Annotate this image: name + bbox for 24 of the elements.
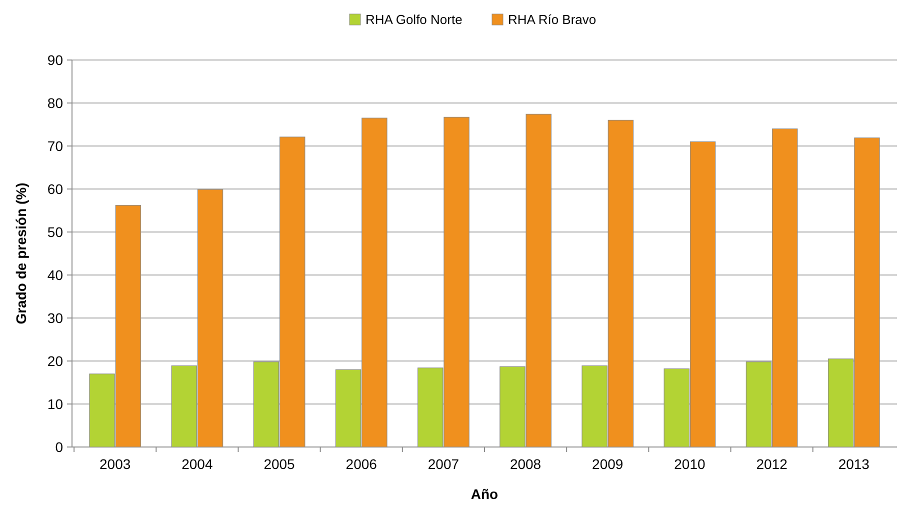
- y-tick-label: 10: [47, 396, 64, 412]
- y-tick-label: 70: [47, 138, 64, 154]
- y-tick-label: 40: [47, 266, 64, 283]
- legend-label: RHA Río Bravo: [508, 12, 596, 27]
- x-tick-label: 2003: [100, 456, 131, 472]
- y-tick-label: 50: [47, 224, 64, 240]
- y-tick-label: 0: [55, 438, 64, 455]
- y-tick-label: 80: [47, 94, 64, 111]
- x-tick-label: 2010: [674, 456, 706, 472]
- y-tick-label: 60: [47, 180, 64, 197]
- legend-label: RHA Golfo Norte: [366, 12, 462, 27]
- x-tick-label: 2013: [838, 456, 870, 472]
- x-tick-label: 2007: [428, 456, 460, 472]
- x-tick-label: 2008: [510, 456, 542, 472]
- y-tick-label: 90: [47, 52, 64, 68]
- x-tick-label: 2012: [756, 456, 788, 472]
- x-tick-label: 2005: [264, 456, 296, 472]
- y-tick-label: 20: [47, 352, 64, 369]
- x-tick-label: 2004: [182, 456, 213, 472]
- x-axis-title: Año: [470, 486, 498, 502]
- y-tick-label: 30: [47, 310, 64, 326]
- x-tick-label: 2009: [592, 456, 624, 472]
- y-axis-title: Grado de presión (%): [13, 182, 29, 324]
- x-tick-label: 2006: [346, 456, 378, 472]
